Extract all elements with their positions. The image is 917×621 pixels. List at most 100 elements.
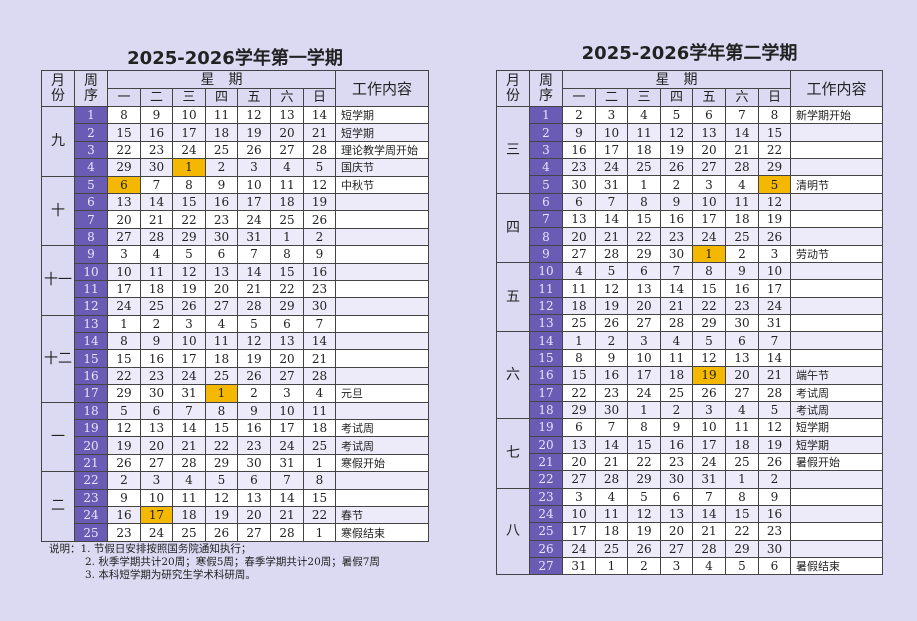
week-number: 13 xyxy=(74,314,108,334)
date-cell: 6 xyxy=(627,262,661,281)
date-cell: 7 xyxy=(303,314,336,334)
date-cell: 2 xyxy=(237,384,271,403)
date-cell: 1 xyxy=(270,227,304,247)
date-cell: 9 xyxy=(107,488,141,507)
work-content xyxy=(790,192,883,212)
date-cell: 5 xyxy=(205,471,238,490)
week-row: 7 20 21 22 23 24 25 26 xyxy=(42,210,429,229)
date-cell: 31 xyxy=(562,556,596,576)
date-cell: 23 xyxy=(660,227,693,246)
date-cell: 24 xyxy=(595,158,628,177)
work-content xyxy=(790,539,883,558)
date-cell: 24 xyxy=(692,227,726,246)
date-cell: 17 xyxy=(692,435,726,454)
date-cell: 12 xyxy=(303,175,336,194)
date-cell: 17 xyxy=(692,210,726,229)
date-cell: 24 xyxy=(627,383,661,402)
work-content: 短学期 xyxy=(335,105,429,125)
date-cell: 28 xyxy=(660,314,693,333)
work-content: 考试周 xyxy=(790,383,883,402)
date-cell: 28 xyxy=(303,140,336,160)
date-cell: 11 xyxy=(172,488,206,507)
date-cell: 10 xyxy=(270,401,304,421)
date-cell: 10 xyxy=(758,262,791,281)
week-number: 25 xyxy=(74,523,108,542)
week-number: 19 xyxy=(529,418,563,437)
date-cell: 12 xyxy=(237,105,271,125)
week-number: 19 xyxy=(74,419,108,438)
header-day: 日 xyxy=(758,88,791,107)
week-number: 3 xyxy=(529,140,563,160)
date-cell: 6 xyxy=(692,105,726,125)
header-work: 工作内容 xyxy=(335,70,429,107)
week-row: 六 14 1 2 3 4 5 6 7 xyxy=(496,331,883,420)
date-cell: 30 xyxy=(595,400,628,420)
date-cell: 23 xyxy=(725,296,759,316)
date-cell: 23 xyxy=(562,158,596,177)
date-cell: 4 xyxy=(303,384,336,403)
week-number: 26 xyxy=(529,539,563,558)
semester-2-calendar: 月份 周序星 期工作内容一二三四五六日三 1 2 3 4 5 6 7 8 新学期开始 2 9 10 11 12… xyxy=(496,70,883,576)
date-cell: 17 xyxy=(172,349,206,368)
date-cell: 21 xyxy=(595,227,628,246)
work-content xyxy=(790,504,883,524)
date-cell: 25 xyxy=(627,158,661,177)
week-number: 4 xyxy=(529,158,563,177)
date-cell: 26 xyxy=(205,523,238,542)
week-number: 9 xyxy=(74,245,108,264)
holiday-date-cell: 5 xyxy=(758,175,791,194)
date-cell: 11 xyxy=(303,401,336,421)
week-number: 21 xyxy=(529,452,563,472)
date-cell: 4 xyxy=(595,487,628,506)
note-line-2: 2. 秋季学期共计20周；寒假5周；春季学期共计20周；暑假7周 xyxy=(85,556,380,568)
date-cell: 12 xyxy=(758,418,791,437)
date-cell: 13 xyxy=(660,504,693,524)
week-number: 17 xyxy=(529,383,563,402)
work-content: 考试周 xyxy=(790,400,883,420)
date-cell: 18 xyxy=(660,366,693,385)
date-cell: 26 xyxy=(660,158,693,177)
date-cell: 4 xyxy=(725,175,759,194)
date-cell: 11 xyxy=(627,123,661,142)
date-cell: 20 xyxy=(562,227,596,246)
date-cell: 12 xyxy=(205,488,238,507)
week-row: 20 19 20 21 22 23 24 25 考试周 xyxy=(42,436,429,455)
date-cell: 5 xyxy=(107,401,141,421)
header-week: 周序 xyxy=(74,70,108,107)
date-cell: 12 xyxy=(660,123,693,142)
work-content xyxy=(335,210,429,229)
date-cell: 26 xyxy=(172,297,206,316)
work-content xyxy=(790,331,883,350)
week-number: 7 xyxy=(74,210,108,229)
date-cell: 27 xyxy=(237,523,271,542)
work-content: 中秋节 xyxy=(335,175,429,194)
date-cell: 24 xyxy=(758,296,791,316)
date-cell: 5 xyxy=(303,158,336,177)
date-cell: 15 xyxy=(205,419,238,438)
header-day: 三 xyxy=(172,88,206,107)
date-cell: 20 xyxy=(627,296,661,316)
work-content xyxy=(790,470,883,489)
week-row: 12 18 19 20 21 22 23 24 xyxy=(497,296,883,316)
week-row: 14 8 9 10 11 12 13 14 xyxy=(42,332,429,351)
week-number: 16 xyxy=(529,366,563,385)
header-day: 六 xyxy=(725,88,759,107)
date-cell: 9 xyxy=(758,487,791,506)
date-cell: 29 xyxy=(270,297,304,316)
header-month: 月份 xyxy=(41,70,75,107)
date-cell: 7 xyxy=(140,175,173,194)
date-cell: 10 xyxy=(562,504,596,524)
week-row: 19 12 13 14 15 16 17 18 考试周 xyxy=(42,419,429,438)
date-cell: 2 xyxy=(562,105,596,125)
date-cell: 27 xyxy=(270,366,304,386)
date-cell: 19 xyxy=(107,436,141,455)
date-cell: 20 xyxy=(270,349,304,368)
work-content: 考试周 xyxy=(335,419,429,438)
date-cell: 29 xyxy=(205,453,238,473)
date-cell: 16 xyxy=(107,505,141,525)
date-cell: 26 xyxy=(627,539,661,558)
date-cell: 2 xyxy=(660,400,693,420)
date-cell: 19 xyxy=(205,505,238,525)
date-cell: 28 xyxy=(270,523,304,542)
date-cell: 9 xyxy=(205,175,238,194)
